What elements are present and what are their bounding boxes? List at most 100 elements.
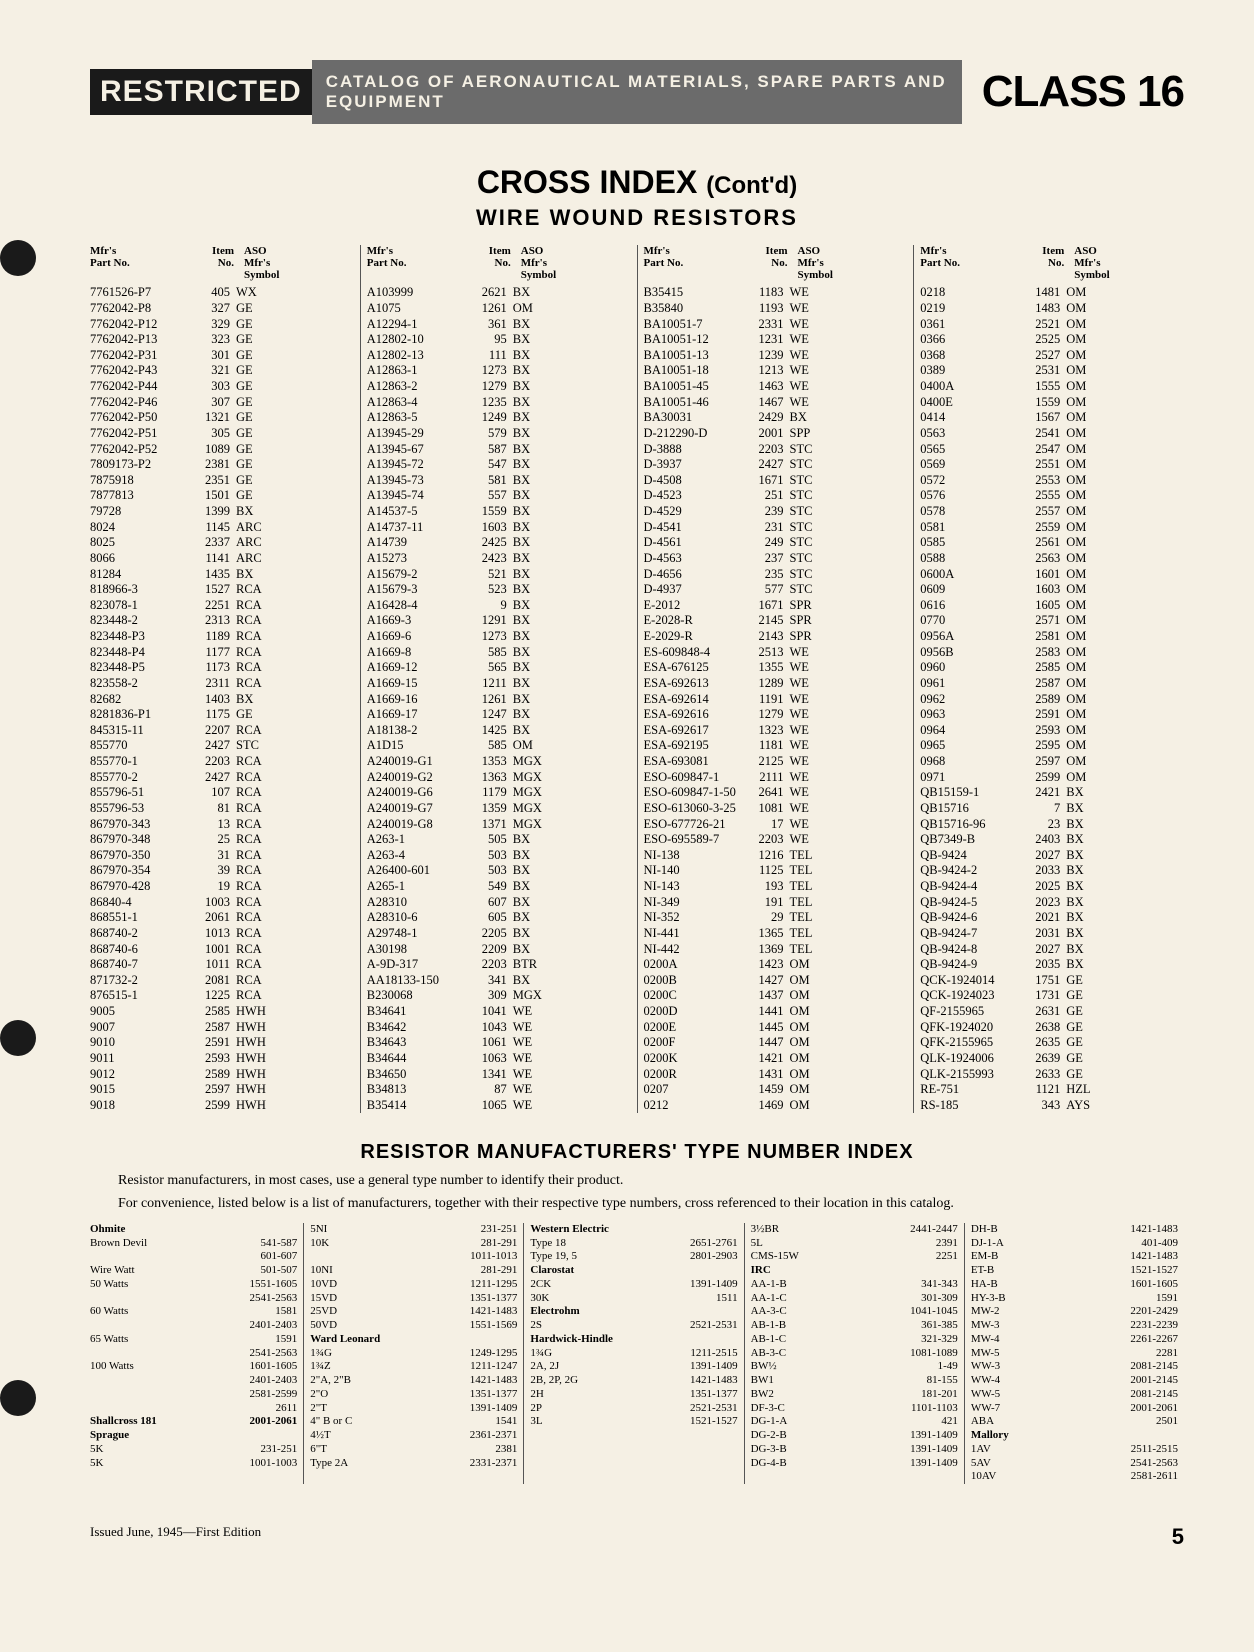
table-row: A28310-6605BX	[367, 910, 631, 926]
table-row: 09682597OM	[920, 754, 1184, 770]
table-row: A240019-G21363MGX	[367, 770, 631, 786]
table-column: Mfr'sPart No.ItemNo.ASOMfr'sSymbolB35415…	[637, 245, 914, 1113]
table-row: 07702571OM	[920, 613, 1184, 629]
mfr-row: 2"T1391-1409	[310, 1402, 517, 1416]
table-row: 7762042-P8327GE	[90, 301, 354, 317]
mfr-row: Mallory	[971, 1429, 1178, 1443]
table-row: BA10051-451463WE	[644, 379, 908, 395]
table-row: 05632541OM	[920, 426, 1184, 442]
table-row: D-4523251STC	[644, 488, 908, 504]
column-header: Mfr'sPart No.ItemNo.ASOMfr'sSymbol	[920, 245, 1184, 281]
table-row: A263-4503BX	[367, 848, 631, 864]
table-row: QCK-19240141751GE	[920, 973, 1184, 989]
intro-2: For convenience, listed below is a list …	[100, 1195, 1174, 1213]
table-row: 812841435BX	[90, 567, 354, 583]
table-row: QLK-19240062639GE	[920, 1051, 1184, 1067]
table-row: E-20121671SPR	[644, 598, 908, 614]
table-row: 05652547OM	[920, 442, 1184, 458]
table-row: B346441063WE	[367, 1051, 631, 1067]
table-row: A13945-72547BX	[367, 457, 631, 473]
mfr-row: WW-42001-2145	[971, 1374, 1178, 1388]
table-row: 8557702427STC	[90, 738, 354, 754]
table-row: ESA-6926141191WE	[644, 692, 908, 708]
table-row: 867970-35439RCA	[90, 863, 354, 879]
table-row: A240019-G11353MGX	[367, 754, 631, 770]
mfr-row: 5AV2541-2563	[971, 1457, 1178, 1471]
table-row: ESO-609847-1-502641WE	[644, 785, 908, 801]
mfr-row: AA-1-C301-309	[751, 1292, 958, 1306]
class-label: CLASS 16	[982, 67, 1184, 117]
table-row: 09652595OM	[920, 738, 1184, 754]
table-row: 0200C1437OM	[644, 988, 908, 1004]
table-row: ESA-6926171323WE	[644, 723, 908, 739]
mfr-row: 2A, 2J1391-1409	[530, 1360, 737, 1374]
mfr-row: AB-1-B361-385	[751, 1319, 958, 1333]
table-row: A12863-21279BX	[367, 379, 631, 395]
table-row: QB7349-B2403BX	[920, 832, 1184, 848]
table-row: BA10051-72331WE	[644, 317, 908, 333]
table-row: QF-21559652631GE	[920, 1004, 1184, 1020]
table-row: D-4561249STC	[644, 535, 908, 551]
issue-date: Issued June, 1945—First Edition	[90, 1524, 261, 1550]
table-row: A13945-67587BX	[367, 442, 631, 458]
table-row: A14737-111603BX	[367, 520, 631, 536]
table-row: B354141065WE	[367, 1098, 631, 1114]
table-row: 8281836-P11175GE	[90, 707, 354, 723]
mfr-row: 1¾G1211-2515	[530, 1347, 737, 1361]
table-row: ESO-695589-72203WE	[644, 832, 908, 848]
table-row: BA10051-121231WE	[644, 332, 908, 348]
mfr-row: 6"T2381	[310, 1443, 517, 1457]
table-row: 0200D1441OM	[644, 1004, 908, 1020]
intro-1: Resistor manufacturers, in most cases, u…	[100, 1172, 1174, 1190]
table-row: NI-349191TEL	[644, 895, 908, 911]
table-row: D-4563237STC	[644, 551, 908, 567]
mfr-row: 1¾G1249-1295	[310, 1347, 517, 1361]
table-row: 90152597HWH	[90, 1082, 354, 1098]
table-row: 0200A1423OM	[644, 957, 908, 973]
table-row: BA10051-131239WE	[644, 348, 908, 364]
mfr-row: ABA2501	[971, 1415, 1178, 1429]
table-row: 02181481OM	[920, 285, 1184, 301]
table-row: QFK-19240202638GE	[920, 1020, 1184, 1036]
mfr-row: DG-3-B1391-1409	[751, 1443, 958, 1457]
table-row: AA18133-150341BX	[367, 973, 631, 989]
table-row: NI-1401125TEL	[644, 863, 908, 879]
table-row: 7762042-P501321GE	[90, 410, 354, 426]
mfr-row: MW-42261-2267	[971, 1333, 1178, 1347]
table-row: 7761526-P7405WX	[90, 285, 354, 301]
table-row: 823448-P31189RCA	[90, 629, 354, 645]
header: RESTRICTED CATALOG OF AERONAUTICAL MATER…	[90, 60, 1184, 124]
table-row: D-4541231STC	[644, 520, 908, 536]
table-row: A1669-31291BX	[367, 613, 631, 629]
mfr-row: Ward Leonard	[310, 1333, 517, 1347]
mfr-row: 2611	[90, 1402, 297, 1416]
mfr-row: ET-B1521-1527	[971, 1264, 1178, 1278]
table-row: A1669-8585BX	[367, 645, 631, 661]
mfr-column: DH-B1421-1483DJ-1-A401-409EM-B1421-1483E…	[964, 1223, 1184, 1484]
table-row: A1669-171247BX	[367, 707, 631, 723]
table-row: D-4937577STC	[644, 582, 908, 598]
mfr-row: CMS-15W2251	[751, 1250, 958, 1264]
table-row: A10751261OM	[367, 301, 631, 317]
mfr-row: 60 Watts1581	[90, 1305, 297, 1319]
mfr-row: 2541-2563	[90, 1347, 297, 1361]
table-row: 855770-12203RCA	[90, 754, 354, 770]
table-row: 0956A2581OM	[920, 629, 1184, 645]
page: RESTRICTED CATALOG OF AERONAUTICAL MATER…	[0, 0, 1254, 1652]
table-row: B346421043WE	[367, 1020, 631, 1036]
table-row: 7762042-P51305GE	[90, 426, 354, 442]
table-row: 02071459OM	[644, 1082, 908, 1098]
binder-hole	[0, 1020, 36, 1056]
table-row: A240019-G71359MGX	[367, 801, 631, 817]
mfr-row: 2CK1391-1409	[530, 1278, 737, 1292]
table-row: ESA-6926161279WE	[644, 707, 908, 723]
table-row: 90052585HWH	[90, 1004, 354, 1020]
table-row: 03682527OM	[920, 348, 1184, 364]
table-row: 05882563OM	[920, 551, 1184, 567]
table-row: 823078-12251RCA	[90, 598, 354, 614]
mfr-row: AB-3-C1081-1089	[751, 1347, 958, 1361]
table-row: ESA-6926131289WE	[644, 676, 908, 692]
mfr-row: DG-4-B1391-1409	[751, 1457, 958, 1471]
mfr-row: 4½T2361-2371	[310, 1429, 517, 1443]
mfr-row: Ohmite	[90, 1223, 297, 1237]
